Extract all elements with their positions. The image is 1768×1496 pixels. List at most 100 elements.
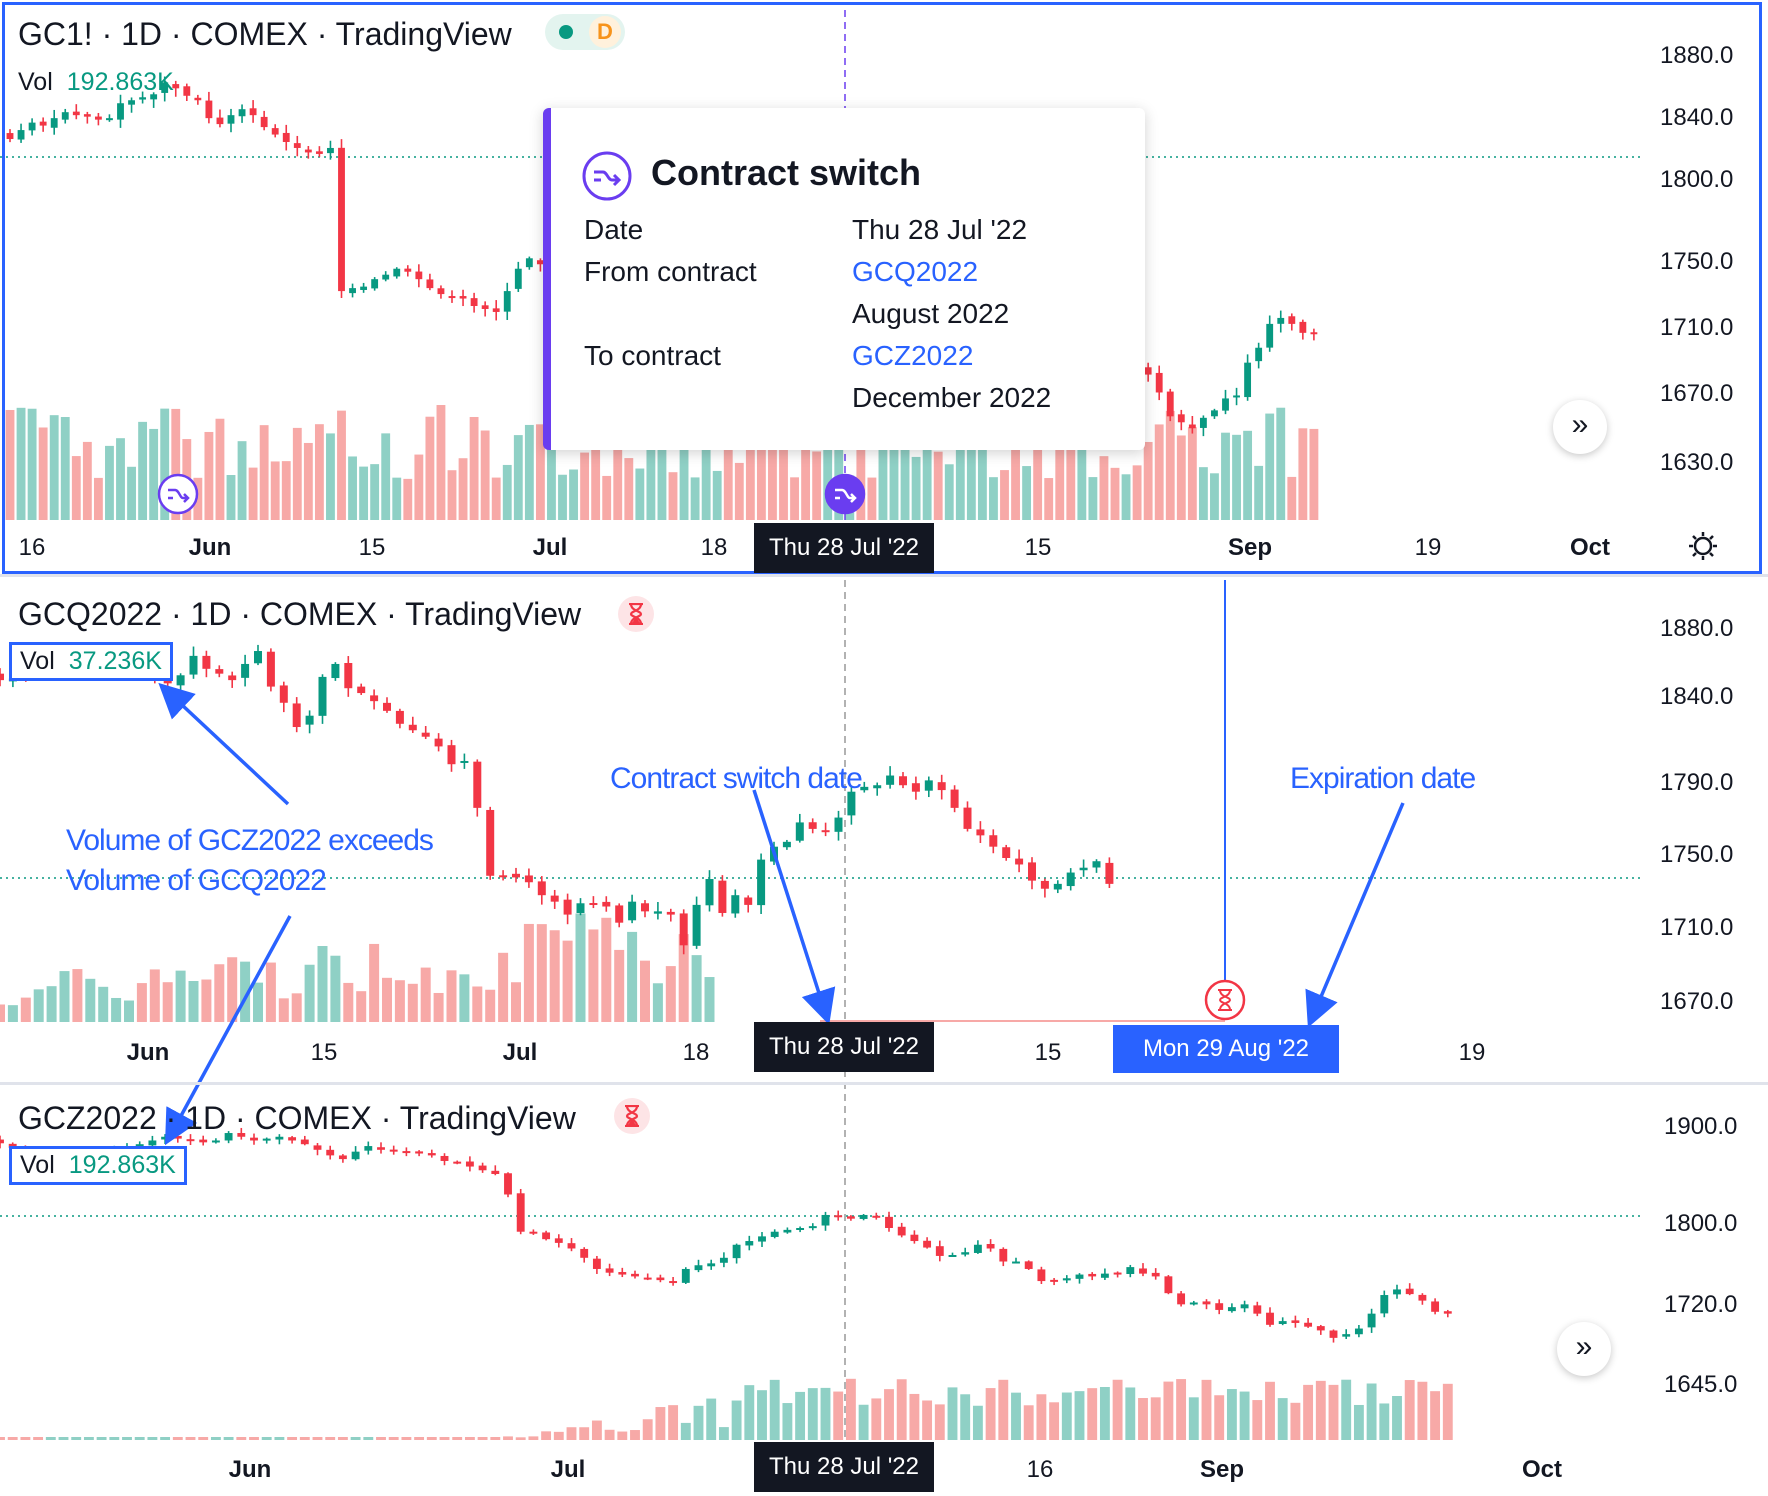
volume-bar	[734, 462, 744, 520]
volume-bar	[1392, 1395, 1402, 1440]
volume-bar	[480, 430, 490, 520]
volume-bar	[900, 434, 910, 520]
volume-bar	[138, 421, 148, 520]
volume-bar	[236, 1437, 247, 1440]
volume-bar	[889, 427, 899, 520]
candle-body	[161, 1136, 170, 1140]
volume-bar	[1163, 1381, 1174, 1440]
expired-badge[interactable]	[614, 1098, 650, 1134]
volume-bar	[1154, 424, 1164, 520]
volume-bar	[459, 974, 470, 1022]
candle-body	[279, 685, 288, 703]
volume-bar	[439, 1437, 450, 1440]
volume-bar	[452, 1437, 463, 1440]
volume-bar	[136, 983, 147, 1022]
candle-body	[415, 1151, 424, 1154]
volume-bar	[420, 967, 431, 1022]
price-tick-label: 1800.0	[1664, 1210, 1738, 1237]
candle-body	[318, 676, 327, 716]
tooltip-from-symbol-link[interactable]: GCQ2022	[852, 256, 979, 287]
candle-body	[1079, 867, 1088, 871]
volume-bar	[1298, 428, 1308, 520]
volume-bar	[701, 437, 711, 520]
candle-body	[1354, 1328, 1363, 1335]
scroll-to-realtime-button[interactable]: »	[1553, 400, 1607, 454]
candle-body	[8, 1143, 17, 1148]
volume-bar	[188, 981, 199, 1022]
candle-body	[976, 829, 985, 836]
candle-body	[669, 1281, 678, 1284]
scroll-to-realtime-button[interactable]: »	[1557, 1322, 1611, 1376]
candle-body	[1405, 1288, 1414, 1295]
volume-bar	[278, 998, 289, 1022]
volume-bar	[201, 979, 212, 1022]
volume-bar	[1442, 1383, 1453, 1440]
volume-bar	[745, 436, 755, 520]
expired-badge[interactable]	[618, 596, 654, 632]
candle-body	[911, 783, 920, 792]
price-tick-label: 1840.0	[1660, 104, 1734, 131]
candle-body	[834, 1215, 843, 1218]
candle-body	[923, 1240, 932, 1248]
candle-body	[402, 1151, 411, 1154]
volume-bar	[111, 997, 122, 1022]
market-status-badge[interactable]: D	[545, 14, 625, 50]
volume-bar	[1303, 1384, 1314, 1440]
candle-body	[1211, 410, 1218, 417]
interval-badge: D	[589, 16, 621, 48]
candle-body	[504, 1173, 512, 1195]
volume-bar	[1315, 1380, 1326, 1440]
time-tick-label: Sep	[1227, 534, 1272, 561]
pane2-volume-legend[interactable]: Vol 37.236K	[9, 642, 173, 681]
volume-bar	[464, 1437, 475, 1440]
candle-body	[364, 1146, 373, 1151]
volume-bar	[403, 478, 413, 520]
volume-bar	[210, 1437, 221, 1440]
volume-bar	[547, 434, 556, 520]
candle-body	[757, 859, 766, 906]
candle-body	[427, 1153, 436, 1156]
volume-bar	[635, 468, 645, 520]
candle-body	[227, 115, 235, 124]
volume-bar	[580, 452, 590, 520]
volume-bar	[1188, 1397, 1199, 1440]
candle-body	[924, 780, 933, 791]
tooltip-to-label: To contract	[584, 340, 721, 371]
volume-bar	[627, 931, 638, 1022]
pane3-volume-legend[interactable]: Vol 192.863K	[9, 1146, 187, 1185]
candle-body	[524, 875, 533, 883]
candle-body	[371, 279, 379, 289]
volume-bar	[1074, 1391, 1085, 1440]
time-tick-label: Jul	[532, 534, 568, 561]
volume-bar	[1201, 1379, 1212, 1440]
volume-bar	[541, 1431, 552, 1440]
candle-body	[486, 809, 495, 876]
volume-bar	[807, 1388, 818, 1440]
gear-icon[interactable]	[1688, 531, 1718, 561]
candle-body	[770, 1231, 779, 1237]
candle-body	[0, 673, 4, 681]
pane1-volume-legend[interactable]: Vol 192.863K	[18, 68, 174, 97]
volume-bar	[1061, 1392, 1072, 1440]
candle-body	[1367, 1313, 1376, 1328]
volume-bar	[1143, 441, 1153, 520]
candle-body	[1266, 1312, 1274, 1325]
volume-bar	[162, 982, 173, 1022]
volume-bar	[744, 1385, 755, 1440]
candle-body	[470, 298, 478, 306]
volume-bar	[446, 970, 457, 1022]
candle-body	[186, 1139, 195, 1142]
pane-divider[interactable]	[0, 1082, 1768, 1085]
candle-body	[1277, 317, 1285, 324]
volume-bar	[955, 416, 965, 520]
volume-bar	[665, 966, 676, 1022]
pane-divider[interactable]	[0, 574, 1768, 577]
volume-bar	[49, 415, 59, 520]
candle-body	[873, 785, 882, 789]
volume-bar	[1430, 1391, 1441, 1440]
volume-value: 37.236K	[68, 647, 162, 675]
tooltip-to-symbol-link[interactable]: GCZ2022	[852, 340, 974, 371]
candle-body	[605, 1268, 614, 1273]
volume-bar	[45, 1437, 56, 1440]
